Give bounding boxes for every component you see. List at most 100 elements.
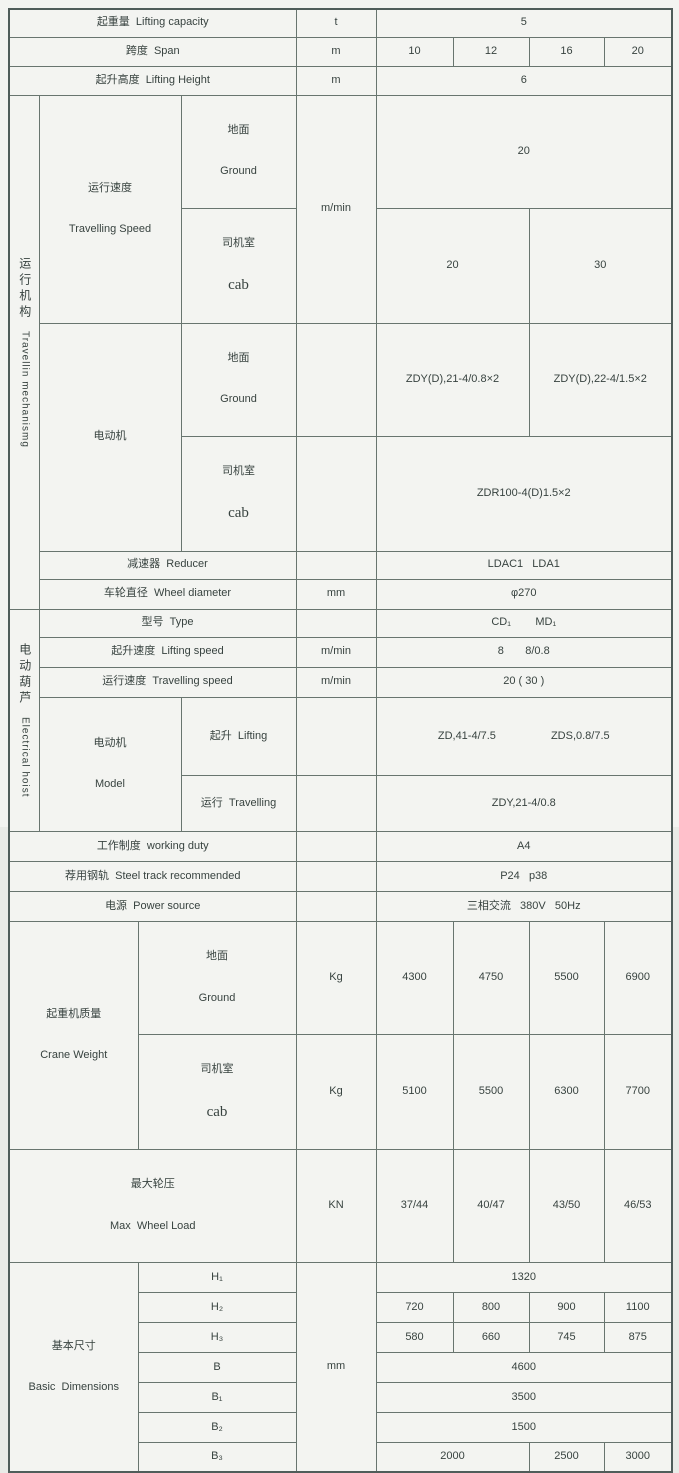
crane-weight-cab-value-1: 5500 xyxy=(452,1033,530,1150)
crane-weight-ground-label: 地面 Ground xyxy=(137,920,297,1035)
wheel-diameter-value: φ270 xyxy=(375,578,673,610)
dimension-b2-label: B₂ xyxy=(137,1411,297,1443)
travelling-speed-label-en: Travelling Speed xyxy=(68,222,152,235)
travelling-speed-cab-value-right: 30 xyxy=(528,207,673,324)
dimension-h1-label: H₁ xyxy=(137,1261,297,1293)
basic-dimensions-label-en: Basic Dimensions xyxy=(28,1380,119,1393)
travelling-mechanism-section-header: 运行机构 Travellin mechanismg xyxy=(8,94,40,610)
hoist-type-value: CD₁ MD₁ xyxy=(375,608,673,638)
dimension-b3-value-span: 2000 xyxy=(375,1441,530,1473)
max-wheel-load-label-en: Max Wheel Load xyxy=(109,1219,196,1232)
electric-hoist-label-zh: 电动葫芦 xyxy=(17,643,32,707)
travelling-speed-cab-value-left: 20 xyxy=(375,207,530,324)
cab-label-zh: 司机室 xyxy=(200,1063,234,1076)
electric-hoist-section-inner: 电动葫芦 Electrical hoist xyxy=(10,637,38,803)
travelling-speed-ground-label: 地面 Ground xyxy=(180,94,297,209)
cab-label-en: cab xyxy=(228,277,249,294)
basic-dimensions-label: 基本尺寸 Basic Dimensions xyxy=(8,1261,139,1473)
lifting-height-unit: m xyxy=(295,65,377,96)
ground-label-en: Ground xyxy=(220,165,257,178)
ground-label-zh: 地面 xyxy=(227,352,250,364)
dimension-h2-label: H₂ xyxy=(137,1291,297,1323)
hoist-motor-lifting-value: ZD,41-4/7.5 ZDS,0.8/7.5 xyxy=(375,696,673,777)
span-unit: m xyxy=(295,36,377,67)
hoist-motor-label: 电动机 Model xyxy=(38,696,182,832)
max-wheel-load-unit: KN xyxy=(295,1148,377,1263)
hoist-motor-label-zh: 电动机 xyxy=(93,736,127,749)
power-source-label: 电源 Power source xyxy=(8,890,297,922)
travelling-mechanism-label-zh: 运行机构 xyxy=(17,256,32,321)
travel-motor-cab-value: ZDR100-4(D)1.5×2 xyxy=(375,435,673,552)
cab-label-en: cab xyxy=(228,505,249,522)
wheel-diameter-label: 车轮直径 Wheel diameter xyxy=(38,578,297,610)
ground-label-en: Ground xyxy=(198,991,236,1004)
lifting-capacity-label: 起重量 Lifting capacity xyxy=(8,8,297,38)
dimension-h1-value: 1320 xyxy=(375,1261,673,1293)
hoist-travelling-speed-label: 运行速度 Travelling speed xyxy=(38,666,297,698)
dimension-h2-value-2: 900 xyxy=(528,1291,605,1323)
dimension-h3-value-2: 745 xyxy=(528,1321,605,1353)
dimension-h3-value-1: 660 xyxy=(452,1321,530,1353)
span-value-20: 20 xyxy=(603,36,673,67)
cab-label-zh: 司机室 xyxy=(222,237,255,249)
cab-label-zh: 司机室 xyxy=(222,465,255,477)
working-duty-unit xyxy=(295,830,377,862)
dimension-b-label: B xyxy=(137,1351,297,1383)
dimension-b3-value-16: 2500 xyxy=(528,1441,605,1473)
lifting-capacity-value: 5 xyxy=(375,8,673,38)
hoist-motor-travelling-value: ZDY,21-4/0.8 xyxy=(375,775,673,832)
crane-weight-ground-value-2: 5500 xyxy=(528,920,605,1035)
hoist-travelling-speed-unit: m/min xyxy=(295,666,377,698)
dimension-b1-value: 3500 xyxy=(375,1381,673,1413)
span-label: 跨度 Span xyxy=(8,36,297,67)
dimension-h2-value-1: 800 xyxy=(452,1291,530,1323)
crane-weight-label: 起重机质量 Crane Weight xyxy=(8,920,139,1150)
working-duty-value: A4 xyxy=(375,830,673,862)
lifting-capacity-unit: t xyxy=(295,8,377,38)
reducer-label: 减速器 Reducer xyxy=(38,550,297,580)
hoist-motor-lifting-unit xyxy=(295,696,377,777)
dimension-h3-value-3: 875 xyxy=(603,1321,673,1353)
dimension-h3-value-0: 580 xyxy=(375,1321,454,1353)
crane-weight-ground-value-1: 4750 xyxy=(452,920,530,1035)
electric-hoist-label-en: Electrical hoist xyxy=(19,717,31,798)
hoist-motor-travelling-label: 运行 Travelling xyxy=(180,775,297,832)
basic-dimensions-label-zh: 基本尺寸 xyxy=(51,1339,96,1352)
crane-weight-cab-value-2: 6300 xyxy=(528,1033,605,1150)
max-wheel-load-value-1: 40/47 xyxy=(452,1148,530,1263)
crane-weight-label-zh: 起重机质量 xyxy=(46,1007,102,1020)
span-value-10: 10 xyxy=(375,36,454,67)
travel-motor-ground-value-right: ZDY(D),22-4/1.5×2 xyxy=(528,322,673,437)
steel-track-unit xyxy=(295,860,377,892)
travel-motor-label: 电动机 xyxy=(38,322,182,552)
travelling-speed-label: 运行速度 Travelling Speed xyxy=(38,94,182,324)
reducer-value: LDAC1 LDA1 xyxy=(375,550,673,580)
working-duty-label: 工作制度 working duty xyxy=(8,830,297,862)
ground-label-zh: 地面 xyxy=(206,950,228,963)
steel-track-label: 荐用钢轨 Steel track recommended xyxy=(8,860,297,892)
ground-label-zh: 地面 xyxy=(227,124,250,136)
max-wheel-load-value-3: 46/53 xyxy=(603,1148,673,1263)
travelling-speed-unit: m/min xyxy=(295,94,377,324)
hoist-motor-label-en: Model xyxy=(95,777,125,790)
cab-label-en: cab xyxy=(206,1103,228,1120)
max-wheel-load-value-0: 37/44 xyxy=(375,1148,454,1263)
steel-track-value: P24 p38 xyxy=(375,860,673,892)
travel-motor-cab-label: 司机室 cab xyxy=(180,435,297,552)
dimension-b3-label: B₃ xyxy=(137,1441,297,1473)
travelling-speed-cab-label: 司机室 cab xyxy=(180,207,297,324)
crane-weight-cab-value-0: 5100 xyxy=(375,1033,454,1150)
travel-motor-cab-unit xyxy=(295,435,377,552)
travelling-mechanism-label-en: Travellin mechanismg xyxy=(19,330,31,448)
power-source-unit xyxy=(295,890,377,922)
max-wheel-load-label: 最大轮压 Max Wheel Load xyxy=(8,1148,297,1263)
crane-weight-cab-label: 司机室 cab xyxy=(137,1033,297,1150)
travel-motor-ground-value-left: ZDY(D),21-4/0.8×2 xyxy=(375,322,530,437)
crane-weight-label-en: Crane Weight xyxy=(40,1049,108,1062)
travelling-speed-ground-value: 20 xyxy=(375,94,673,209)
travel-motor-ground-label: 地面 Ground xyxy=(180,322,297,437)
dimension-b2-value: 1500 xyxy=(375,1411,673,1443)
crane-weight-cab-value-3: 7700 xyxy=(603,1033,673,1150)
hoist-type-unit xyxy=(295,608,377,638)
scanned-spec-sheet: 起重量 Lifting capacity t 5 跨度 Span m 10 12… xyxy=(8,8,673,1473)
